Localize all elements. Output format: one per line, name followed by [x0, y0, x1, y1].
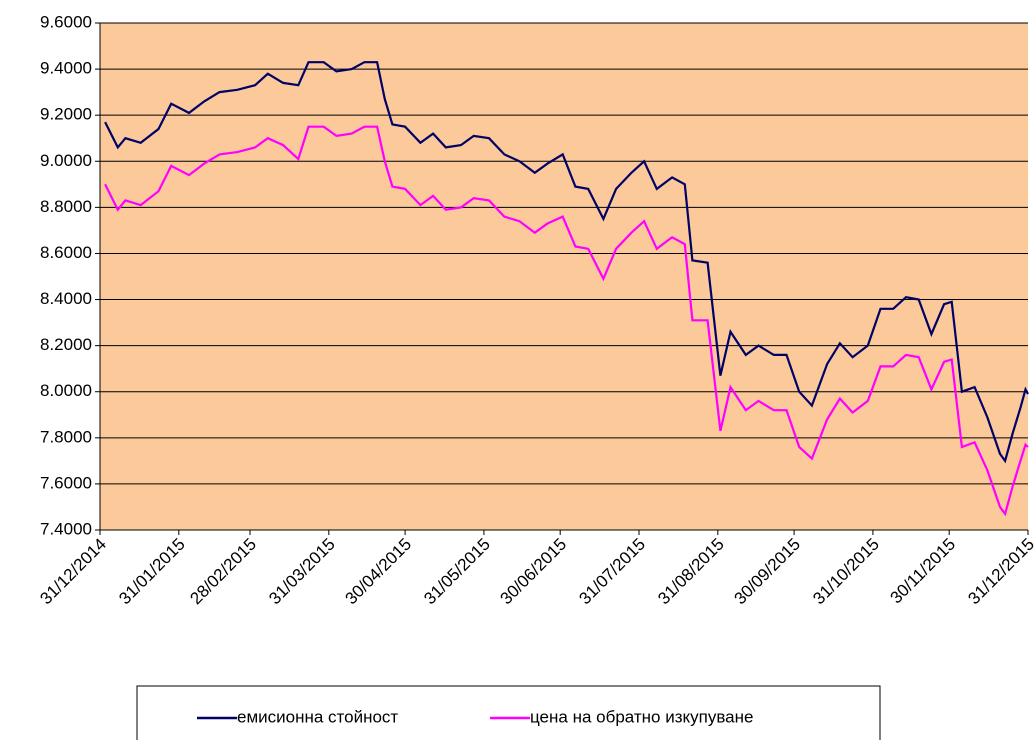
- y-tick-label: 7.4000: [40, 519, 92, 538]
- x-tick-label: 28/02/2015: [186, 535, 260, 609]
- y-tick-label: 8.0000: [40, 381, 92, 400]
- plot-area: [100, 23, 1028, 530]
- legend-label: емисионна стойност: [237, 707, 398, 726]
- series-line: [104, 125, 1029, 517]
- y-tick-label: 9.6000: [40, 12, 92, 31]
- y-tick-label: 7.6000: [40, 473, 92, 492]
- legend-box: [136, 685, 881, 740]
- x-tick-label: 31/05/2015: [420, 535, 494, 609]
- x-tick-label: 31/12/2015: [964, 535, 1034, 609]
- x-tick-label: 31/08/2015: [654, 535, 728, 609]
- y-tick-label: 9.2000: [40, 105, 92, 124]
- x-tick-label: 31/10/2015: [809, 535, 883, 609]
- legend-label: цена на обратно изкупуване: [530, 707, 753, 726]
- y-tick-label: 8.2000: [40, 335, 92, 354]
- y-tick-label: 8.6000: [40, 243, 92, 262]
- x-tick-label: 30/06/2015: [497, 535, 571, 609]
- x-tick-label: 30/11/2015: [886, 535, 959, 608]
- y-tick-label: 8.4000: [40, 289, 92, 308]
- y-tick-label: 8.8000: [40, 197, 92, 216]
- x-tick-label: 30/09/2015: [730, 535, 804, 609]
- x-tick-label: 31/07/2015: [575, 535, 649, 609]
- x-tick-label: 30/04/2015: [341, 535, 415, 609]
- x-tick-label: 31/03/2015: [265, 535, 339, 609]
- x-tick-label: 31/12/2014: [36, 535, 110, 609]
- x-tick-label: 31/01/2015: [115, 535, 189, 609]
- y-tick-label: 9.4000: [40, 59, 92, 78]
- y-tick-label: 9.0000: [40, 151, 92, 170]
- series-line: [104, 61, 1029, 464]
- y-tick-label: 7.8000: [40, 427, 92, 446]
